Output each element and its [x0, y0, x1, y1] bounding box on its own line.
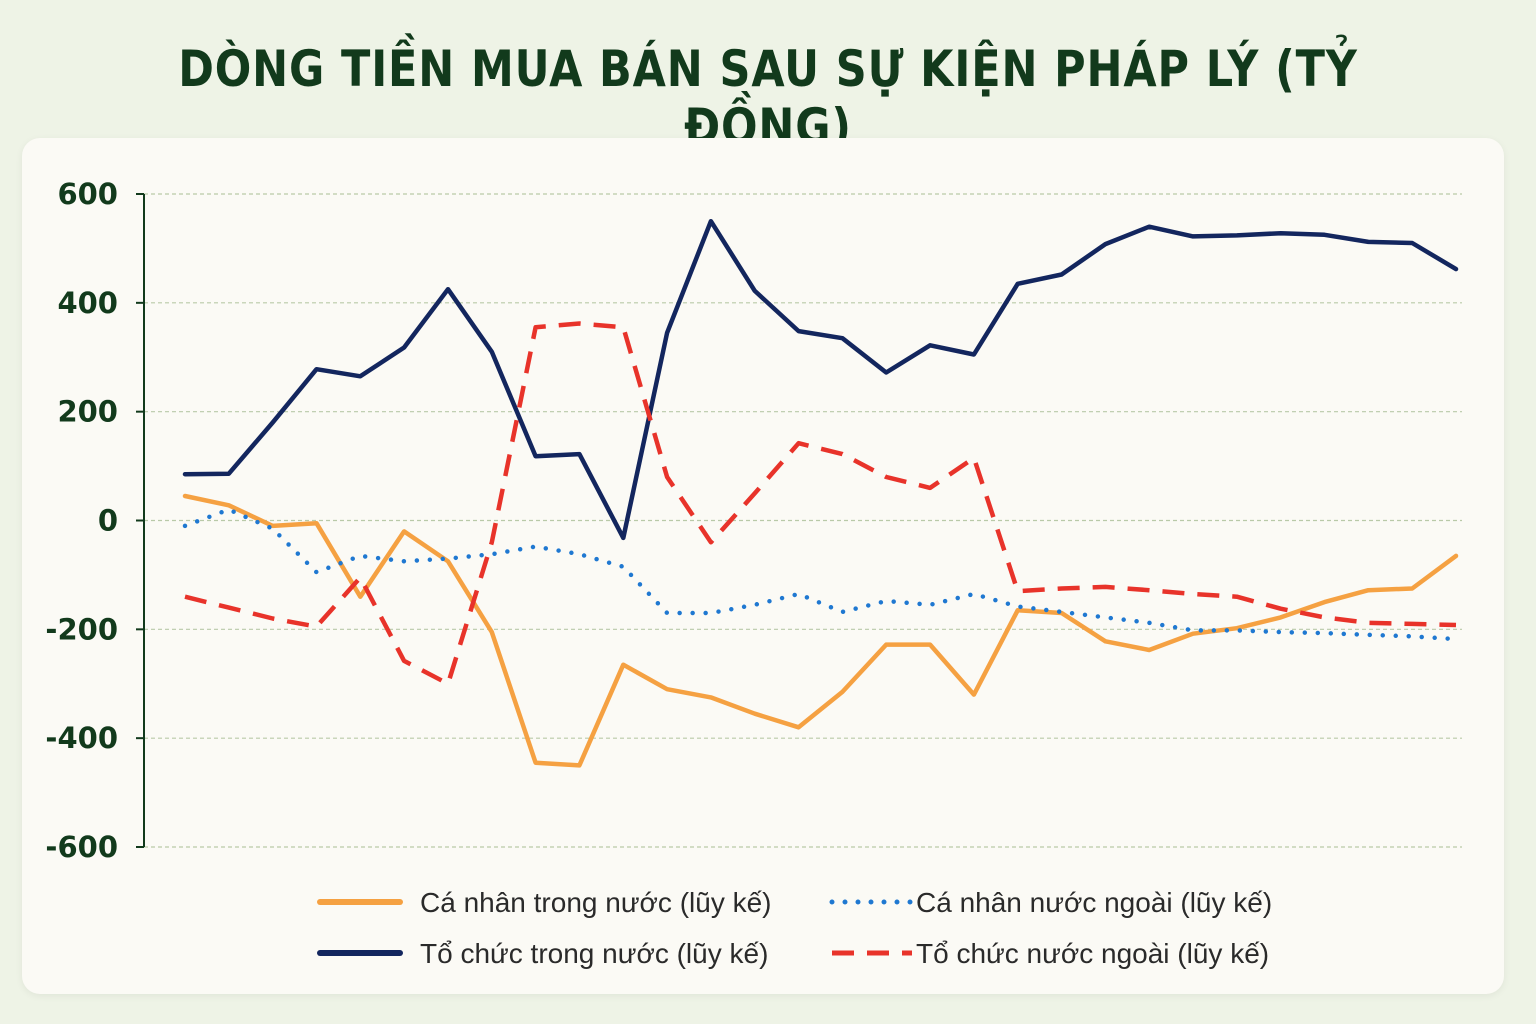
y-axis-ticks: 600 400 200 0 -200 -400 -600 [45, 177, 144, 864]
chart-panel [22, 138, 1504, 994]
y-tick-label: 600 [57, 177, 118, 211]
y-tick-label: 200 [57, 395, 118, 429]
y-tick-label: -600 [45, 830, 118, 864]
series-points-3 [185, 221, 1456, 538]
series-line-2 [182, 507, 1459, 642]
gridlines [144, 193, 1462, 848]
legend-item-3: Tổ chức trong nước (lũy kế) [317, 938, 768, 969]
y-tick-label: -200 [45, 612, 118, 646]
y-tick-label: 0 [98, 504, 118, 538]
legend-item-4: Tổ chức nước ngoài (lũy kế) [832, 938, 1269, 969]
legend-item-2: Cá nhân nước ngoài (lũy kế) [829, 887, 1272, 918]
legend: Cá nhân trong nước (lũy kế) Cá nhân nước … [317, 887, 1272, 969]
legend-label: Cá nhân nước ngoài (lũy kế) [916, 887, 1272, 918]
series-layer [182, 218, 1459, 768]
series-line-4 [184, 321, 1457, 687]
legend-label: Tổ chức trong nước (lũy kế) [420, 938, 768, 969]
y-tick-label: 400 [57, 286, 118, 320]
y-tick-label: -400 [45, 721, 118, 755]
series-line-1 [182, 493, 1459, 768]
legend-label: Cá nhân trong nước (lũy kế) [420, 887, 772, 918]
legend-label: Tổ chức nước ngoài (lũy kế) [916, 938, 1269, 969]
chart-title: DÒNG TIỀN MUA BÁN SAU SỰ KIỆN PHÁP LÝ (T… [178, 40, 1358, 156]
series-line-3 [182, 218, 1459, 541]
legend-item-1: Cá nhân trong nước (lũy kế) [317, 887, 772, 918]
